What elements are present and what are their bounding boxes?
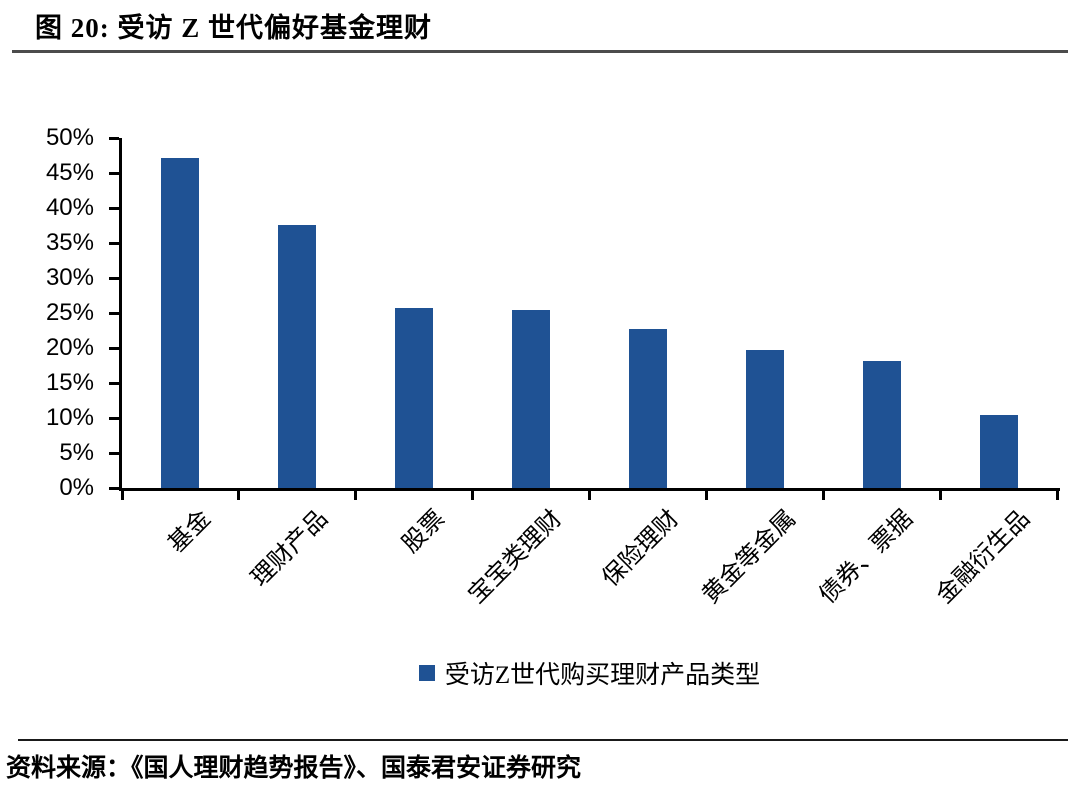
y-axis-tick-label: 40% [45, 194, 94, 221]
y-axis-tick-label: 50% [45, 124, 94, 151]
x-axis-tick [471, 491, 475, 500]
bar-chart: 受访Z世代购买理财产品类型 0% 5% 10% 15% 20% 25% 30% 35% 40% 4… [45, 124, 1060, 691]
y-axis-tick-label: 10% [45, 404, 94, 431]
bar-债券、票据 [862, 360, 901, 488]
x-axis-tick [120, 491, 124, 500]
y-axis-tick [109, 172, 119, 175]
bar-股票 [395, 308, 434, 488]
y-axis-tick [109, 452, 119, 455]
y-axis-tick [109, 242, 119, 245]
y-axis-tick [109, 382, 119, 385]
bar-黄金等金属 [745, 350, 784, 488]
legend-label: 受访Z世代购买理财产品类型 [444, 662, 761, 689]
y-axis-tick-label: 5% [59, 439, 94, 466]
x-axis-category-label: 股票 [397, 505, 451, 558]
bar-理财产品 [278, 224, 317, 488]
y-axis-tick-label: 30% [45, 264, 94, 291]
x-axis-category-label: 债券、票据 [814, 505, 918, 609]
x-axis-category-label: 基金 [164, 505, 217, 558]
x-axis-category-label: 黄金等金属 [697, 505, 801, 609]
y-axis-tick-label: 45% [45, 159, 94, 186]
y-axis-tick [109, 137, 119, 140]
y-axis-tick-label: 0% [59, 474, 94, 501]
title-divider-line [12, 50, 1068, 53]
bar-基金 [161, 157, 200, 488]
footer-divider-line [18, 739, 1068, 741]
y-axis-tick-label: 25% [45, 299, 94, 326]
bar-保险理财 [628, 329, 667, 488]
x-axis-category-label: 金融衍生品 [931, 505, 1035, 609]
y-axis-tick [109, 417, 119, 420]
x-axis-category-label: 理财产品 [247, 505, 334, 592]
source-note: 资料来源：《国人理财趋势报告》、国泰君安证券研究 [6, 755, 582, 782]
bar-金融衍生品 [979, 415, 1018, 488]
y-axis-line [119, 138, 122, 491]
x-axis-tick [938, 491, 942, 500]
x-axis-category-label: 宝宝类理财 [463, 505, 568, 609]
y-axis-tick [109, 487, 119, 490]
y-axis-tick [109, 207, 119, 210]
x-axis-tick [704, 491, 708, 500]
x-axis-tick [1055, 491, 1059, 500]
y-axis-tick-label: 35% [45, 229, 94, 256]
figure-title: 图 20: 受访 Z 世代偏好基金理财 [35, 13, 432, 43]
y-axis-tick-label: 15% [45, 369, 94, 396]
y-axis-tick [109, 277, 119, 280]
x-axis-tick [237, 491, 241, 500]
x-axis-tick [588, 491, 591, 500]
x-axis-line [119, 488, 1060, 491]
chart-legend: 受访Z世代购买理财产品类型 [122, 655, 1057, 691]
y-axis-tick-label: 20% [45, 334, 94, 361]
legend-marker-square [418, 665, 435, 681]
x-axis-tick [821, 491, 825, 500]
y-axis-tick [109, 312, 119, 315]
x-axis-tick [354, 491, 358, 500]
x-axis-category-label: 保险理财 [597, 505, 684, 592]
y-axis-tick [109, 347, 119, 350]
bar-宝宝类理财 [512, 310, 551, 488]
